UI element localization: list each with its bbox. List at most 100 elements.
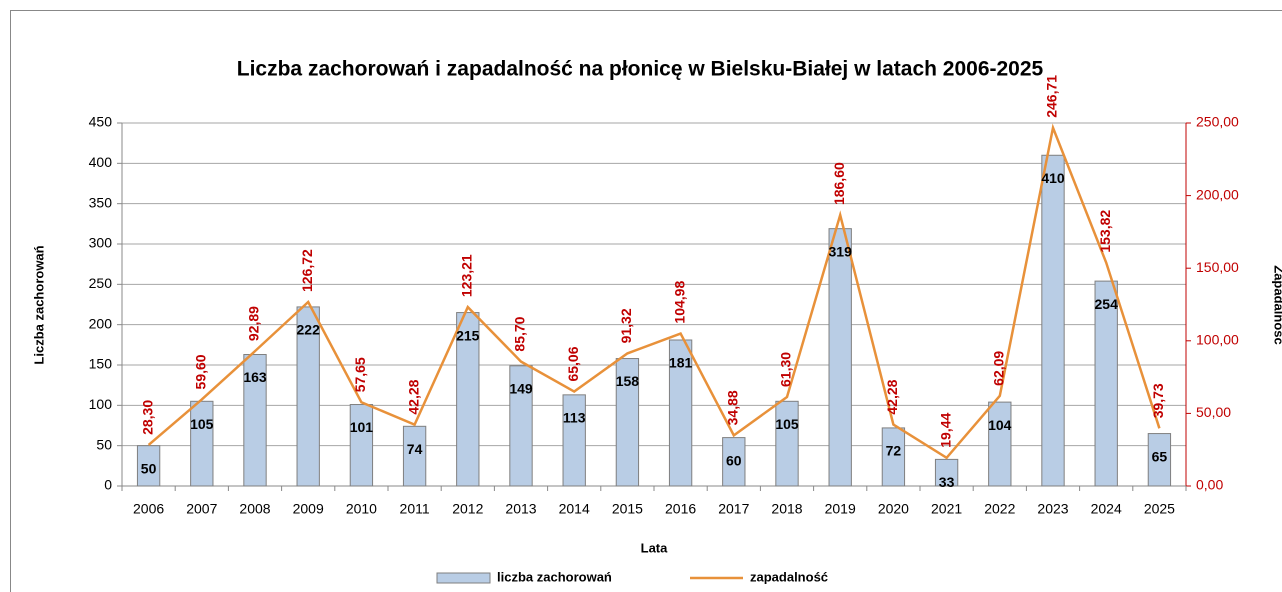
y-tick-label: 350 [89,194,113,210]
bar [988,401,1012,487]
line-value-label: 92,89 [246,306,262,341]
bar [1041,154,1065,487]
bar [1094,280,1118,487]
bar [243,354,267,487]
line-value-label: 123,21 [459,254,475,297]
bar-value-label: 65 [1152,448,1168,464]
bar-value-label: 113 [563,410,586,426]
line-value-label: 104,98 [671,281,687,324]
line-value-label: 39,73 [1150,383,1166,418]
bar [881,427,906,487]
line-value-label: 59,60 [193,354,209,389]
line-value-label: 34,88 [725,390,741,425]
bar-value-label: 163 [243,369,267,385]
x-tick-label: 2010 [346,501,377,517]
chart-border [10,10,1282,592]
line-value-label: 153,82 [1097,210,1113,253]
bar-value-label: 72 [886,443,902,459]
x-tick-label: 2007 [186,501,217,517]
x-tick-label: 2025 [1144,501,1175,517]
x-tick-label: 2012 [452,501,483,517]
x-tick-label: 2009 [293,501,324,517]
line-value-label: 186,60 [831,162,847,205]
y2-tick-label: 0,00 [1196,477,1223,493]
bar-value-label: 50 [141,460,157,476]
x-tick-label: 2017 [718,501,749,517]
bar [349,404,374,487]
line-value-label: 65,06 [565,346,581,381]
y2-tick-label: 150,00 [1196,259,1239,275]
legend-label: zapadalność [750,569,828,584]
bar-value-label: 149 [509,381,533,397]
bar-value-label: 33 [939,474,955,490]
bar-value-label: 60 [726,452,742,468]
x-tick-label: 2024 [1091,501,1122,517]
line-value-label: 126,72 [299,249,315,292]
x-tick-label: 2013 [505,501,536,517]
line [147,123,1161,460]
y-tick-label: 450 [89,114,113,130]
y-tick-label: 150 [89,356,113,372]
bar [668,339,693,487]
bar [615,358,640,487]
y2-tick-label: 200,00 [1196,186,1239,202]
x-tick-label: 2016 [665,501,696,517]
bar-value-label: 254 [1095,296,1119,312]
line-value-label: 246,71 [1044,75,1060,118]
bar [775,400,799,487]
x-tick-label: 2015 [612,501,643,517]
y-tick-label: 50 [96,436,112,452]
legend-swatch [436,572,491,584]
bar-value-label: 101 [350,419,374,435]
line-value-label: 42,28 [884,379,900,414]
bar [828,228,852,487]
x-tick-label: 2023 [1037,501,1068,517]
legend-label: liczba zachorowań [497,569,612,584]
y-tick-label: 300 [89,235,113,251]
y2-tick-label: 100,00 [1196,332,1239,348]
x-tick-label: 2022 [984,501,1015,517]
bar-value-label: 319 [829,243,853,259]
line-value-label: 19,44 [937,413,953,448]
bar-value-label: 74 [407,441,423,457]
bar-value-label: 410 [1041,170,1065,186]
chart-title: Liczba zachorowań i zapadalność na płoni… [237,58,1044,81]
line-value-label: 62,09 [991,351,1007,386]
bar [296,306,320,487]
x-tick-label: 2018 [771,501,802,517]
y-tick-label: 100 [89,396,113,412]
bar-value-label: 222 [297,322,321,338]
x-tick-label: 2006 [133,501,164,517]
bar-value-label: 105 [775,416,799,432]
bar [934,458,959,487]
y-axis-label: Liczba zachorowań [31,245,46,364]
bar-value-label: 104 [988,417,1012,433]
bar-value-label: 105 [190,416,214,432]
line-value-label: 61,30 [778,352,794,387]
x-tick-label: 2008 [239,501,270,517]
x-tick-label: 2011 [400,501,430,517]
y2-tick-label: 250,00 [1196,114,1239,130]
bar [1147,433,1172,487]
y-tick-label: 400 [89,154,113,170]
x-tick-label: 2019 [825,501,856,517]
line-value-label: 85,70 [512,316,528,351]
y-tick-label: 250 [89,275,113,291]
line-value-label: 91,32 [618,308,634,343]
y-tick-label: 200 [89,315,113,331]
bar [190,400,214,487]
bar [402,425,427,487]
x-tick-label: 2014 [559,501,590,517]
bar [509,365,533,487]
y2-tick-label: 50,00 [1196,404,1231,420]
bar-value-label: 215 [456,327,480,343]
y-tick-label: 0 [104,477,112,493]
bar [562,394,586,487]
x-tick-label: 2020 [878,501,909,517]
y2-axis-label: Zapadalność [1272,265,1282,344]
x-axis-label: Lata [641,540,669,555]
bar [136,445,161,487]
bar [722,437,746,487]
line-value-label: 28,30 [139,400,155,435]
